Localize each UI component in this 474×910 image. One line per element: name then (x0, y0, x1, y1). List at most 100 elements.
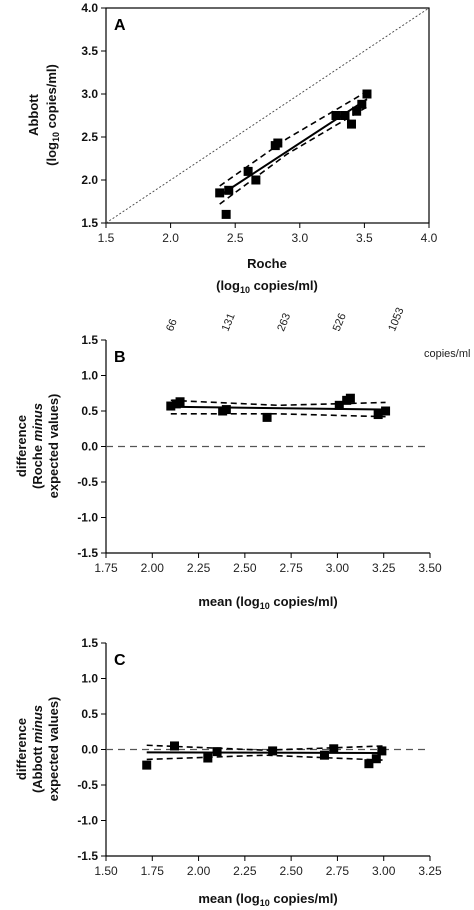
panel-b-y-label-3: expected values) (46, 394, 61, 499)
y-tick-label: 0.0 (81, 743, 98, 757)
data-point (243, 166, 253, 176)
y-tick-label: 0.5 (81, 707, 98, 721)
ci-upper-line (219, 90, 368, 187)
data-point (357, 99, 367, 109)
x-tick-label: 3.00 (372, 864, 396, 878)
panel-a-x-label-2: (log10 copies/ml) (216, 278, 318, 295)
y-tick-label: -1.5 (77, 849, 98, 863)
ci-lower-line (219, 106, 368, 205)
panel-c: C 1.50 1.75 2.00 2.25 2.50 2.75 3.00 3.25 -1.5-… (14, 636, 442, 908)
data-point (381, 406, 391, 416)
identity-line (105, 7, 430, 224)
x-tick-label: 1.5 (98, 231, 115, 245)
panel-c-letter: C (114, 652, 126, 669)
panel-c-y-label-1: difference (14, 718, 29, 780)
data-point (170, 741, 180, 751)
panel-a-letter: A (114, 17, 126, 34)
x-tick-label: 3.5 (356, 231, 373, 245)
panel-a: A 1.5 2.0 2.5 3.0 3.5 4.0 1.52.02.53.03.54.0 … (26, 1, 438, 295)
x-tick-label: 2.50 (233, 561, 257, 575)
concentration-label: 131 (220, 312, 238, 334)
data-point (268, 746, 278, 756)
panel-b-concentrations: 66 131 263 526 1053 (164, 306, 406, 333)
panel-c-points (142, 741, 387, 770)
data-point (345, 393, 355, 403)
panel-a-fit-lines (105, 7, 430, 224)
data-point (142, 760, 152, 770)
x-tick-label: 2.75 (326, 864, 350, 878)
data-point (215, 188, 225, 198)
panel-b-y-label-2: (Roche minus (30, 403, 45, 489)
y-tick-label: 4.0 (81, 1, 98, 15)
y-tick-label: 1.5 (81, 333, 98, 347)
concentration-label: 526 (331, 312, 349, 334)
y-tick-label: 1.0 (81, 672, 98, 686)
panel-a-x-ticks: 1.5 2.0 2.5 3.0 3.5 4.0 (98, 223, 438, 245)
data-point (371, 754, 381, 764)
panel-c-x-label: mean (log10 copies/ml) (198, 891, 337, 908)
x-tick-label: 3.00 (326, 561, 350, 575)
y-tick-label: -1.0 (77, 814, 98, 828)
panel-b-points (166, 393, 391, 422)
ci-lower-line (170, 413, 386, 418)
y-tick-label: 2.0 (81, 173, 98, 187)
panel-a-y-label-2: (log10 copies/ml) (44, 64, 61, 166)
y-tick-label: 1.5 (81, 636, 98, 650)
x-tick-label: 3.25 (372, 561, 396, 575)
panel-a-y-label-1: Abbott (26, 93, 41, 136)
x-tick-label: 1.50 (94, 864, 118, 878)
data-point (364, 759, 374, 769)
panel-a-x-label-1: Roche (247, 256, 287, 271)
x-tick-label: 1.75 (141, 864, 165, 878)
panel-b: copies/ml 66 131 263 526 1053 B 1.75 2.00 2.25… (14, 306, 470, 611)
panel-c-y-label-2: (Abbott minus (30, 705, 45, 793)
data-point (251, 175, 261, 185)
data-point (175, 397, 185, 407)
y-tick-label: -0.5 (77, 778, 98, 792)
x-tick-label: 3.25 (418, 864, 442, 878)
data-point (221, 405, 231, 415)
x-tick-label: 3.0 (291, 231, 308, 245)
panel-c-y-ticks: -1.5 -1.0 -0.5 0.0 0.5 1.0 1.5 (77, 636, 106, 863)
panel-a-y-ticks: 1.5 2.0 2.5 3.0 3.5 4.0 (81, 1, 106, 230)
data-point (331, 111, 341, 120)
data-point (203, 753, 213, 763)
y-tick-label: 2.5 (81, 130, 98, 144)
y-tick-label: 1.0 (81, 369, 98, 383)
data-point (377, 746, 387, 756)
panel-c-y-label-3: expected values) (46, 697, 61, 802)
data-point (346, 119, 356, 129)
x-tick-label: 2.50 (279, 864, 303, 878)
data-point (352, 106, 362, 116)
data-point (212, 747, 222, 757)
x-tick-label: 2.5 (227, 231, 244, 245)
y-tick-label: 3.0 (81, 87, 98, 101)
y-tick-label: -0.5 (77, 475, 98, 489)
panel-a-frame (105, 7, 430, 224)
data-point (334, 400, 344, 410)
regression-line (146, 751, 384, 755)
concentration-label: 1053 (386, 306, 406, 333)
y-tick-label: 0.5 (81, 404, 98, 418)
x-tick-label: 2.25 (233, 864, 257, 878)
y-tick-label: -1.5 (77, 546, 98, 560)
panel-b-concentration-unit: copies/ml (424, 348, 470, 360)
data-point (166, 401, 176, 411)
y-tick-label: 1.5 (81, 216, 98, 230)
y-tick-label: -1.0 (77, 511, 98, 525)
panel-b-letter: B (114, 349, 126, 366)
x-tick-label: 2.00 (187, 864, 211, 878)
data-point (262, 412, 272, 422)
ci-lower-line (146, 754, 384, 761)
panel-b-y-label-1: difference (14, 415, 29, 477)
x-tick-label: 3.50 (418, 561, 442, 575)
regression-line (170, 405, 386, 411)
data-point (373, 410, 383, 420)
ci-upper-line (170, 399, 386, 407)
panel-b-x-label: mean (log10 copies/ml) (198, 594, 337, 611)
concentration-label: 263 (275, 312, 293, 334)
concentration-label: 66 (164, 317, 180, 333)
panel-b-y-ticks: -1.5 -1.0 -0.5 0.0 0.5 1.0 1.5 (77, 333, 106, 560)
data-point (224, 185, 234, 195)
panel-b-x-ticks: 1.75 2.00 2.25 2.50 2.75 3.00 3.25 3.50 (94, 553, 442, 575)
